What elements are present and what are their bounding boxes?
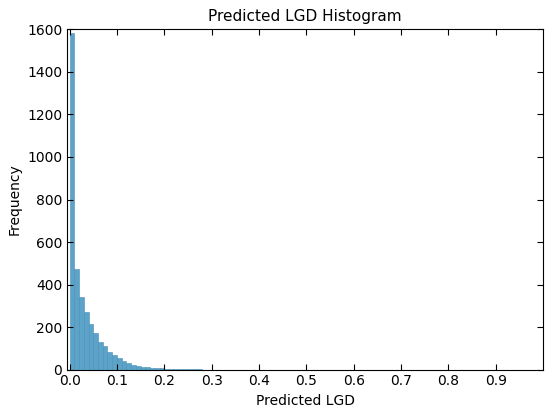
Title: Predicted LGD Histogram: Predicted LGD Histogram bbox=[208, 9, 402, 24]
Bar bbox=[155, 368, 160, 370]
Y-axis label: Frequency: Frequency bbox=[7, 164, 21, 235]
Bar bbox=[88, 324, 94, 370]
Bar bbox=[164, 368, 169, 370]
Bar bbox=[69, 33, 74, 370]
Bar bbox=[74, 269, 79, 370]
Bar bbox=[98, 342, 102, 370]
Bar bbox=[131, 365, 136, 370]
Bar bbox=[102, 346, 108, 370]
Bar bbox=[179, 369, 183, 370]
Bar bbox=[117, 358, 122, 370]
Bar bbox=[136, 366, 141, 370]
Bar bbox=[108, 352, 112, 370]
Bar bbox=[127, 363, 131, 370]
Bar bbox=[79, 297, 84, 370]
Bar bbox=[146, 368, 150, 370]
Bar bbox=[141, 367, 146, 370]
Bar bbox=[122, 361, 127, 370]
Bar bbox=[84, 312, 88, 370]
Bar bbox=[150, 368, 155, 370]
Bar bbox=[169, 369, 174, 370]
Bar bbox=[183, 369, 188, 370]
X-axis label: Predicted LGD: Predicted LGD bbox=[256, 394, 354, 408]
Bar bbox=[112, 355, 117, 370]
Bar bbox=[174, 369, 179, 370]
Bar bbox=[160, 368, 164, 370]
Bar bbox=[94, 333, 98, 370]
